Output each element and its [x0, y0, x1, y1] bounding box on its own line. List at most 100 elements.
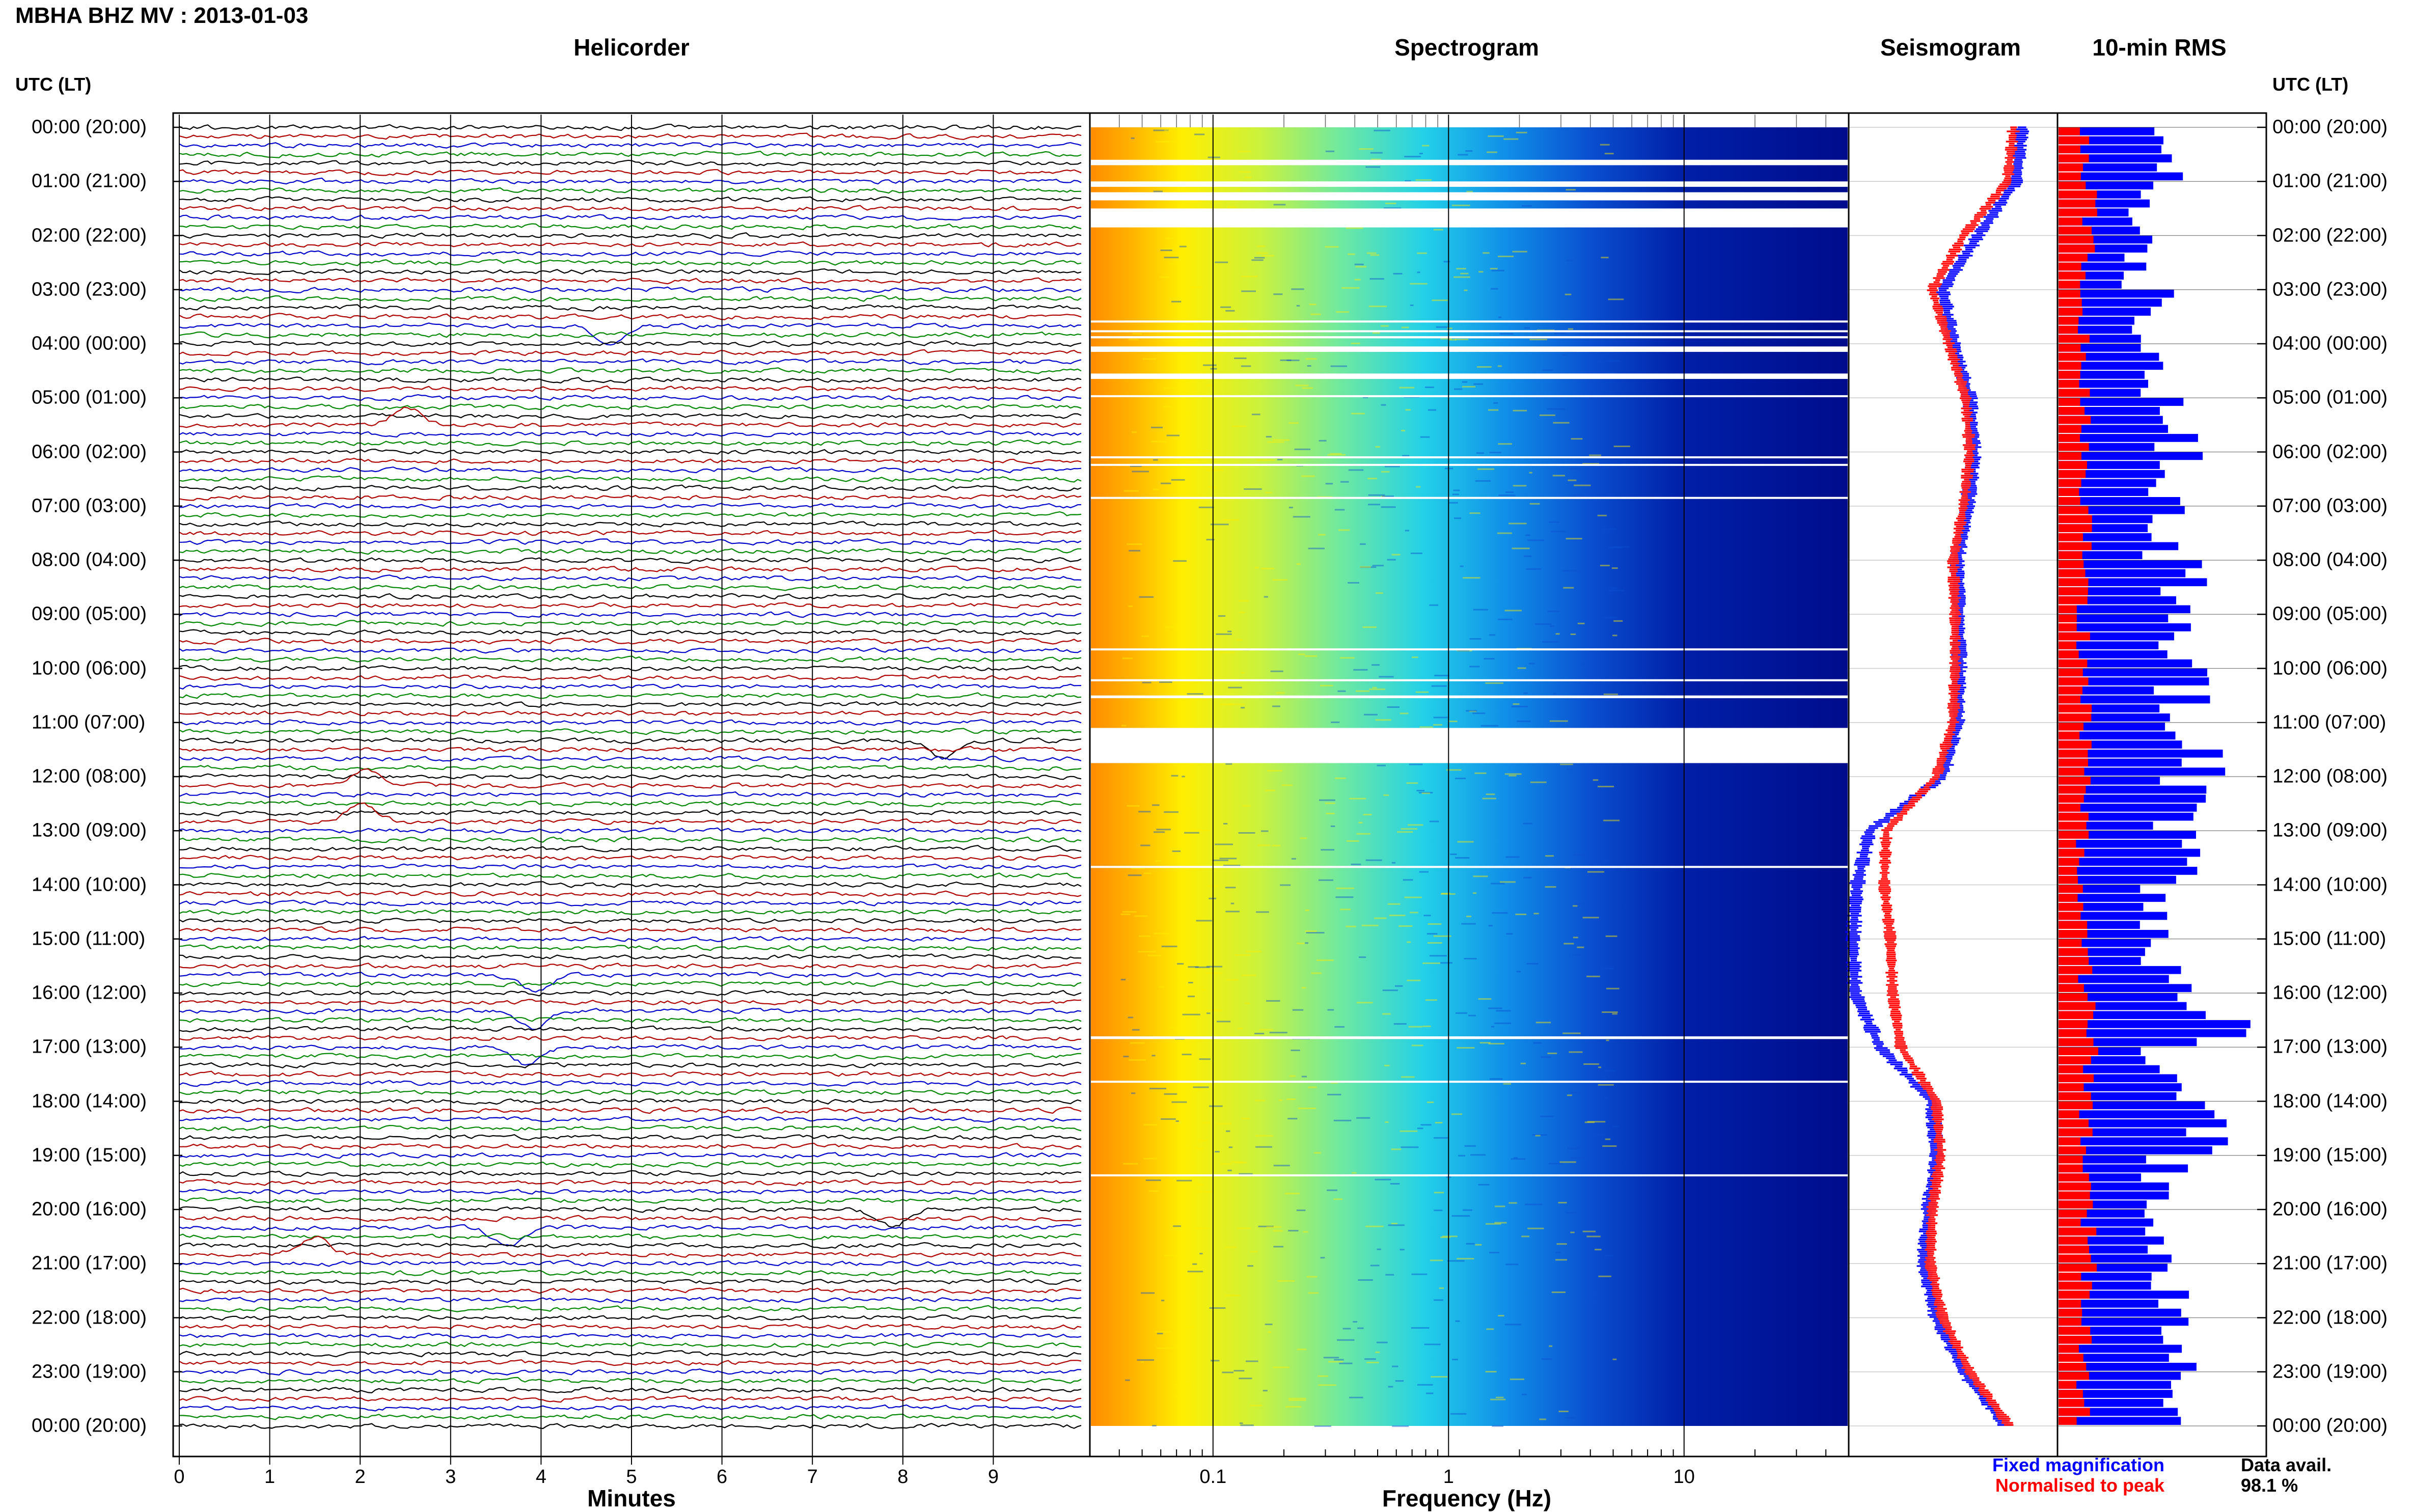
spectrogram-speckle — [1606, 360, 1620, 362]
helicorder-trace — [179, 683, 1082, 690]
spectrogram-speckle — [1380, 325, 1389, 327]
helicorder-trace — [179, 358, 1082, 366]
spectrogram-speckle — [1522, 205, 1532, 207]
rms-bar-normalised — [2059, 181, 2086, 189]
spectrogram-speckle — [1381, 404, 1386, 406]
spectrogram-speckle — [1302, 387, 1313, 389]
spectrogram-speckle — [1551, 531, 1566, 533]
spectrogram-speckle — [1199, 1058, 1211, 1060]
rms-bar-fixed — [2059, 840, 2182, 848]
helicorder-trace — [179, 899, 1082, 906]
spectrogram-speckle — [1265, 491, 1272, 493]
helicorder-trace — [179, 674, 1082, 681]
spectrogram-speckle — [1433, 717, 1448, 719]
rms-bar-fixed — [2059, 677, 2209, 685]
spectrogram-speckle — [1338, 529, 1350, 531]
spectrogram-speckle — [1320, 1257, 1325, 1259]
spectrogram-speckle — [1549, 521, 1560, 523]
spectrogram-speckle — [1428, 923, 1442, 925]
spectrogram-speckle — [1496, 1010, 1511, 1012]
spectrogram-speckle — [1288, 1399, 1306, 1401]
spectrogram-speckle — [1407, 941, 1411, 943]
spectrogram-speckle — [1498, 1315, 1504, 1316]
spectrogram-speckle — [1573, 854, 1590, 856]
spectrogram-speckle — [1132, 1029, 1140, 1031]
helicorder-trace — [179, 601, 1082, 609]
rms-bar-fixed — [2059, 452, 2203, 460]
time-label-right-21: 21:00 (17:00) — [2272, 1252, 2388, 1274]
spectrogram-speckle — [1497, 256, 1514, 257]
spectrogram-speckle — [1169, 263, 1174, 265]
spectrogram-gap — [1091, 336, 1848, 339]
spectrogram-speckle — [1239, 1173, 1253, 1175]
helicorder-trace — [179, 863, 1082, 870]
spectrogram-speckle — [1188, 982, 1193, 983]
rms-bar-fixed — [2059, 975, 2169, 983]
spectrogram-speckle — [1298, 1107, 1316, 1109]
spectrogram-speckle — [1455, 339, 1469, 341]
rms-bar-normalised — [2059, 1398, 2084, 1407]
spectrogram-speckle — [1440, 338, 1452, 340]
spectrogram-speckle — [1196, 1089, 1203, 1091]
time-label-right-6: 06:00 (02:00) — [2272, 441, 2388, 462]
spectrogram-speckle — [1477, 468, 1494, 470]
rms-bar-normalised — [2059, 650, 2079, 658]
spectrogram-speckle — [1504, 610, 1522, 612]
helicorder-trace — [179, 1233, 1082, 1241]
spectrogram-speckle — [1206, 384, 1213, 387]
spectrogram-speckle — [1307, 365, 1311, 367]
spectrogram-speckle — [1188, 966, 1199, 968]
rms-bar-fixed — [2059, 298, 2162, 307]
spectrogram-speckle — [1294, 448, 1311, 450]
spectrogram-speckle — [1486, 1328, 1494, 1330]
spectrogram-speckle — [1556, 1243, 1567, 1245]
spectrogram-speckle — [1256, 252, 1269, 254]
spectrogram-speckle — [1203, 364, 1217, 366]
spectrogram-speckle — [1385, 203, 1396, 204]
spectrogram-speckle — [1426, 1392, 1434, 1394]
spectrogram-speckle — [1456, 1012, 1467, 1014]
spectrogram-speckle — [1408, 1026, 1422, 1028]
spectrogram-speckle — [1540, 1115, 1554, 1117]
helicorder-trace — [179, 295, 1082, 302]
spectrogram-speckle — [1486, 1223, 1501, 1225]
spectrogram-speckle — [1368, 504, 1380, 506]
spectrogram-speckle — [1143, 1158, 1157, 1160]
spectrogram-speckle — [1568, 479, 1577, 481]
spectrogram-speckle — [1435, 1122, 1443, 1123]
rms-bar-fixed — [2059, 560, 2202, 568]
spectrogram-speckle — [1346, 925, 1356, 927]
spectrogram-speckle — [1365, 1225, 1384, 1227]
rms-bar-normalised — [2059, 749, 2088, 758]
spectrogram-speckle — [1273, 1230, 1283, 1232]
spectrogram-speckle — [1164, 1255, 1181, 1256]
spectrogram-speckle — [1508, 523, 1527, 525]
spectrogram-speckle — [1220, 703, 1233, 705]
spectrogram-speckle — [1511, 1158, 1525, 1160]
rms-bar-normalised — [2059, 939, 2082, 947]
spectrogram-speckle — [1495, 1205, 1505, 1207]
spectrogram-speckle — [1516, 971, 1521, 973]
spectrogram-speckle — [1404, 156, 1421, 157]
rms-bar-normalised — [2059, 1417, 2077, 1425]
helicorder-trace — [179, 981, 1082, 987]
spectrogram-speckle — [1484, 658, 1495, 659]
spectrogram-speckle — [1506, 933, 1513, 935]
rms-bar-normalised — [2059, 722, 2084, 731]
spectrogram-speckle — [1603, 819, 1620, 821]
time-label-right-15: 15:00 (11:00) — [2272, 928, 2386, 950]
helicorder-trace — [179, 484, 1082, 492]
spectrogram-speckle — [1393, 1023, 1407, 1025]
spectrogram-speckle — [1490, 288, 1498, 290]
rms-bar-normalised — [2059, 1128, 2093, 1137]
spectrogram-speckle — [1261, 568, 1275, 569]
rms-bar-fixed — [2059, 875, 2176, 884]
spectrogram-speckle — [1479, 1042, 1491, 1044]
rms-bar-normalised — [2059, 479, 2081, 487]
spectrogram-speckle — [1436, 326, 1448, 328]
spectrogram-speckle — [1202, 1122, 1211, 1124]
spectrogram-speckle — [1305, 942, 1308, 944]
spectrogram-plot: 0.1 1 10 — [1091, 115, 1848, 1488]
rms-bar-fixed — [2059, 1290, 2189, 1299]
spectrogram-speckle — [1134, 915, 1148, 917]
